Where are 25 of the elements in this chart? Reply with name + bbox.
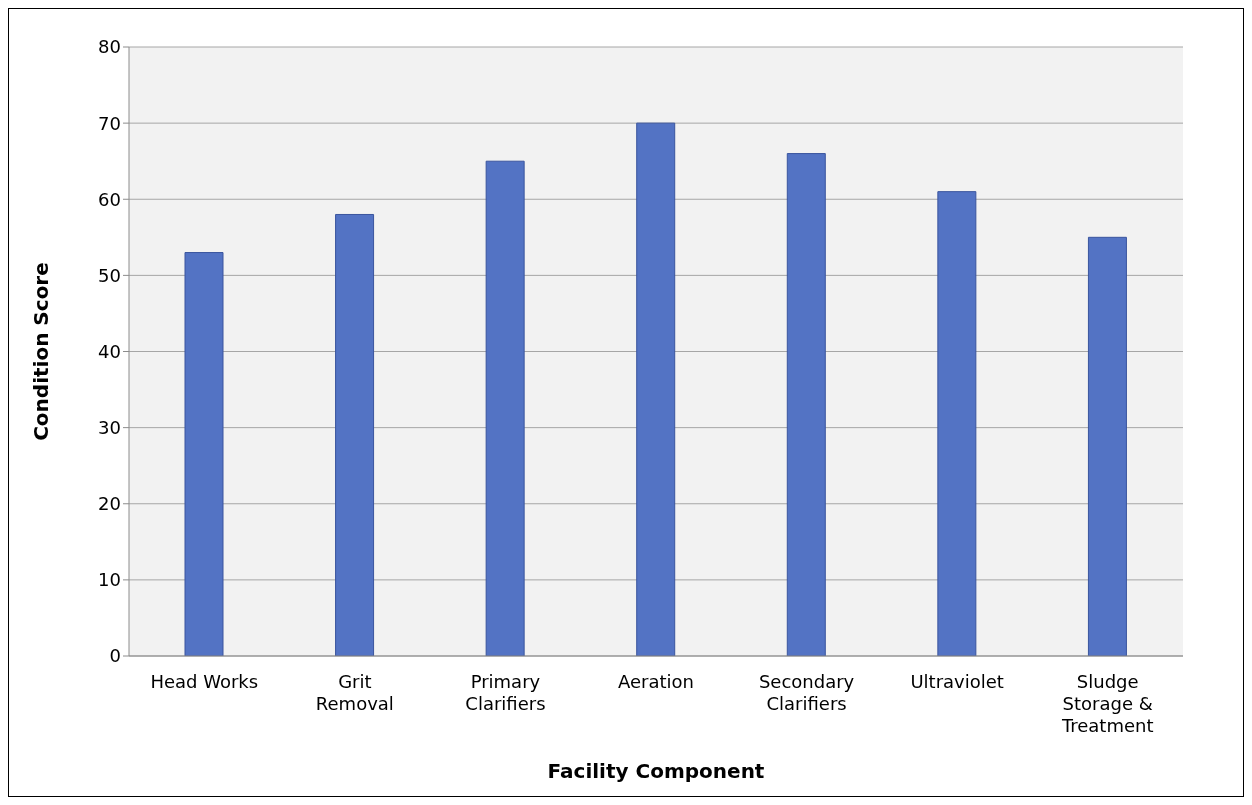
y-tick-label: 60 [98,188,121,210]
x-tick-label: Sludge Storage & Treatment [1060,671,1154,736]
y-tick-label: 40 [98,340,121,362]
x-axis-title: Facility Component [547,759,765,783]
bar [937,191,977,656]
x-tick-label: Grit Removal [315,671,394,714]
y-tick-label: 10 [98,569,121,591]
x-tick-label: Primary Clarifiers [465,671,546,714]
bar [485,160,525,656]
x-tick-label: Ultraviolet [910,671,1004,692]
x-tick-label: Aeration [618,671,694,692]
y-tick-label: 30 [98,417,121,439]
x-tick-label: Secondary Clarifiers [758,671,855,714]
bar [636,122,676,656]
bar [786,153,826,656]
bar [1087,236,1127,656]
y-tick-label: 70 [98,112,121,134]
x-tick-label: Head Works [150,671,259,692]
y-tick-label: 20 [98,493,121,515]
y-tick-label: 0 [109,645,121,667]
y-axis-title: Condition Score [29,262,54,441]
bar [184,252,224,656]
y-tick-label: 80 [98,36,121,58]
y-tick-label: 50 [98,264,121,286]
bar [335,213,375,656]
